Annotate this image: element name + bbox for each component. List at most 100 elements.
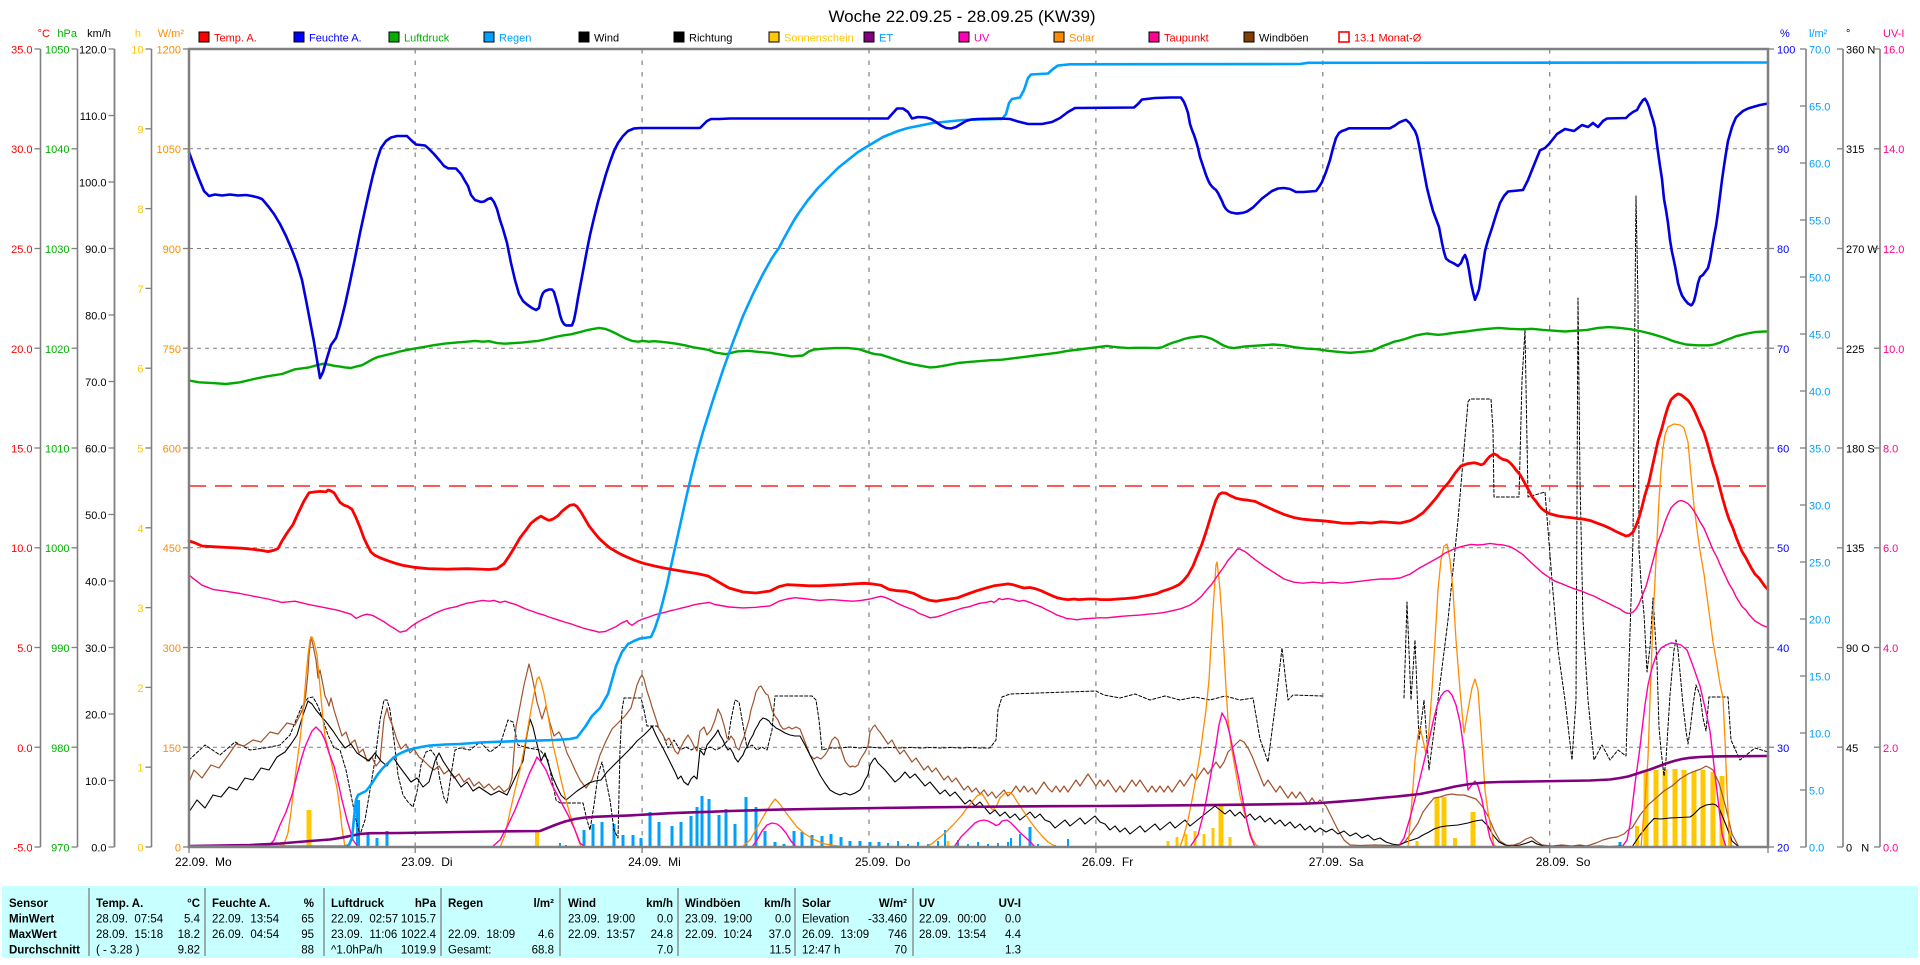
svg-text:28.09. 07:54: 28.09. 07:54 xyxy=(96,914,164,926)
svg-text:90: 90 xyxy=(1777,144,1789,156)
svg-text:8: 8 xyxy=(137,204,143,216)
svg-text:11.5: 11.5 xyxy=(769,945,791,957)
svg-text:23.09. Di: 23.09. Di xyxy=(401,855,452,869)
svg-text:30.0: 30.0 xyxy=(11,144,32,156)
svg-text:UV-I: UV-I xyxy=(999,898,1021,910)
svg-text:28.09. So: 28.09. So xyxy=(1536,855,1591,869)
svg-text:28.09. 13:54: 28.09. 13:54 xyxy=(919,929,987,941)
svg-text:2.0: 2.0 xyxy=(1883,743,1898,755)
svg-text:65: 65 xyxy=(301,914,314,926)
svg-text:hPa: hPa xyxy=(415,898,437,910)
svg-text:27.09. Sa: 27.09. Sa xyxy=(1309,855,1364,869)
svg-text:70.0: 70.0 xyxy=(85,377,106,389)
svg-text:Richtung: Richtung xyxy=(689,33,732,45)
svg-text:Wind: Wind xyxy=(594,33,619,45)
svg-text:-33.460: -33.460 xyxy=(868,914,907,926)
svg-text:8.0: 8.0 xyxy=(1883,444,1898,456)
svg-text:UV: UV xyxy=(974,33,990,45)
svg-text:40.0: 40.0 xyxy=(1809,387,1830,399)
svg-text:30.0: 30.0 xyxy=(85,643,106,655)
svg-text:%: % xyxy=(1780,28,1790,40)
svg-text:3: 3 xyxy=(137,603,143,615)
svg-text:Sensor: Sensor xyxy=(9,898,49,910)
svg-text:5.0: 5.0 xyxy=(17,643,32,655)
svg-text:4.0: 4.0 xyxy=(1883,643,1898,655)
svg-text:Regen: Regen xyxy=(499,33,531,45)
svg-text:80.0: 80.0 xyxy=(85,311,106,323)
svg-text:25.0: 25.0 xyxy=(11,244,32,256)
svg-text:0.0: 0.0 xyxy=(91,843,106,855)
svg-text:990: 990 xyxy=(51,643,69,655)
svg-text:24.8: 24.8 xyxy=(651,929,673,941)
svg-text:110.0: 110.0 xyxy=(80,111,107,123)
svg-text:26.09. 13:09: 26.09. 13:09 xyxy=(802,929,869,941)
svg-text:km/h: km/h xyxy=(87,28,111,40)
svg-text:315: 315 xyxy=(1846,144,1864,156)
svg-text:Taupunkt: Taupunkt xyxy=(1164,33,1209,45)
svg-text:980: 980 xyxy=(51,743,69,755)
svg-text:65.0: 65.0 xyxy=(1809,102,1830,114)
svg-text:60.0: 60.0 xyxy=(1809,159,1830,171)
svg-text:23.09. 11:06: 23.09. 11:06 xyxy=(331,929,397,941)
svg-text:55.0: 55.0 xyxy=(1809,216,1830,228)
svg-text:22.09. Mo: 22.09. Mo xyxy=(175,855,232,869)
svg-text:22.09. 13:54: 22.09. 13:54 xyxy=(212,914,280,926)
svg-text:26.09. 04:54: 26.09. 04:54 xyxy=(212,929,280,941)
svg-text:Elevation: Elevation xyxy=(802,914,849,926)
svg-text:22.09. 18:09: 22.09. 18:09 xyxy=(448,929,515,941)
svg-text:1019.9: 1019.9 xyxy=(401,945,436,957)
svg-text:70.0: 70.0 xyxy=(1809,45,1830,57)
svg-text:225: 225 xyxy=(1846,344,1864,356)
svg-text:24.09. Mi: 24.09. Mi xyxy=(628,855,681,869)
svg-text:°C: °C xyxy=(38,28,50,40)
svg-text:0.0: 0.0 xyxy=(775,914,791,926)
svg-text:Solar: Solar xyxy=(1069,33,1095,45)
svg-text:UV-I: UV-I xyxy=(1883,28,1904,40)
svg-text:26.09. Fr: 26.09. Fr xyxy=(1082,855,1133,869)
svg-text:30: 30 xyxy=(1777,743,1789,755)
svg-text:l/m²: l/m² xyxy=(1809,28,1828,40)
svg-text:150: 150 xyxy=(163,743,181,755)
svg-text:0 N: 0 N xyxy=(1846,843,1869,855)
svg-text:2: 2 xyxy=(137,683,143,695)
svg-text:60.0: 60.0 xyxy=(85,444,106,456)
svg-text:MaxWert: MaxWert xyxy=(9,929,57,941)
svg-text:1030: 1030 xyxy=(45,244,69,256)
svg-text:68.8: 68.8 xyxy=(532,945,554,957)
svg-text:750: 750 xyxy=(163,344,181,356)
svg-text:1: 1 xyxy=(137,763,143,775)
svg-text:0: 0 xyxy=(175,843,181,855)
svg-text:7: 7 xyxy=(137,284,143,296)
svg-text:1010: 1010 xyxy=(45,444,69,456)
svg-text:1015.7: 1015.7 xyxy=(401,914,436,926)
svg-text:80: 80 xyxy=(1777,244,1789,256)
svg-text:6.0: 6.0 xyxy=(1883,543,1898,555)
svg-text:W/m²: W/m² xyxy=(158,28,185,40)
svg-text:MinWert: MinWert xyxy=(9,914,54,926)
svg-text:12:47 h: 12:47 h xyxy=(802,945,840,957)
svg-text:22.09. 00:00: 22.09. 00:00 xyxy=(919,914,986,926)
svg-text:0.0: 0.0 xyxy=(17,743,32,755)
svg-text:15.0: 15.0 xyxy=(1809,672,1830,684)
svg-text:km/h: km/h xyxy=(646,898,673,910)
svg-text:300: 300 xyxy=(163,643,181,655)
svg-text:35.0: 35.0 xyxy=(1809,444,1830,456)
svg-text:18.2: 18.2 xyxy=(178,929,200,941)
svg-text:Gesamt:: Gesamt: xyxy=(448,945,491,957)
svg-text:45.0: 45.0 xyxy=(1809,330,1830,342)
svg-text:6: 6 xyxy=(137,364,143,376)
svg-text:°C: °C xyxy=(187,898,200,910)
svg-text:90.0: 90.0 xyxy=(85,244,106,256)
svg-text:100.0: 100.0 xyxy=(79,178,107,190)
svg-text:12.0: 12.0 xyxy=(1883,244,1904,256)
svg-text:22.09. 10:24: 22.09. 10:24 xyxy=(685,929,753,941)
svg-text:13.1 Monat-Ø: 13.1 Monat-Ø xyxy=(1354,33,1422,45)
svg-text:1020: 1020 xyxy=(45,344,69,356)
svg-text:0.0: 0.0 xyxy=(1005,914,1021,926)
svg-text:0: 0 xyxy=(137,843,143,855)
svg-text:22.09. 13:57: 22.09. 13:57 xyxy=(568,929,635,941)
svg-text:Feuchte A.: Feuchte A. xyxy=(212,898,270,910)
svg-text:25.09. Do: 25.09. Do xyxy=(855,855,911,869)
svg-text:37.0: 37.0 xyxy=(769,929,791,941)
svg-text:^1.0hPa/h: ^1.0hPa/h xyxy=(331,945,382,957)
